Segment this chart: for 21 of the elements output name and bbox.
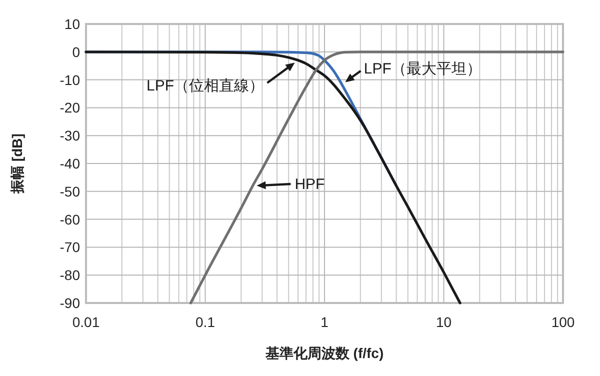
x-tick-label: 100 <box>551 314 575 330</box>
x-tick-label: 0.1 <box>196 314 216 330</box>
x-axis-title: 基準化周波数 (f/fc) <box>264 345 384 361</box>
x-tick-label: 0.01 <box>72 314 100 330</box>
y-tick-label: -50 <box>60 183 80 200</box>
y-tick-label: -70 <box>60 239 80 256</box>
y-tick-label: 0 <box>72 44 80 60</box>
y-tick-label: -30 <box>60 128 80 144</box>
y-tick-label: -60 <box>60 211 80 228</box>
y-tick-label: -20 <box>60 100 80 116</box>
annotation: HPF <box>294 176 325 193</box>
y-tick-label: -40 <box>60 156 80 172</box>
y-tick-label: -10 <box>60 72 80 88</box>
x-tick-label: 1 <box>320 314 329 330</box>
y-axis-title: 振幅 [dB] <box>9 134 25 194</box>
y-tick-label: -80 <box>60 267 80 284</box>
x-tick-label: 10 <box>436 314 452 330</box>
y-tick-label: -90 <box>60 295 80 311</box>
annotation: LPF（最大平坦） <box>364 60 482 78</box>
annotation: LPF（位相直線） <box>146 77 264 94</box>
y-tick-label: 10 <box>64 16 80 32</box>
